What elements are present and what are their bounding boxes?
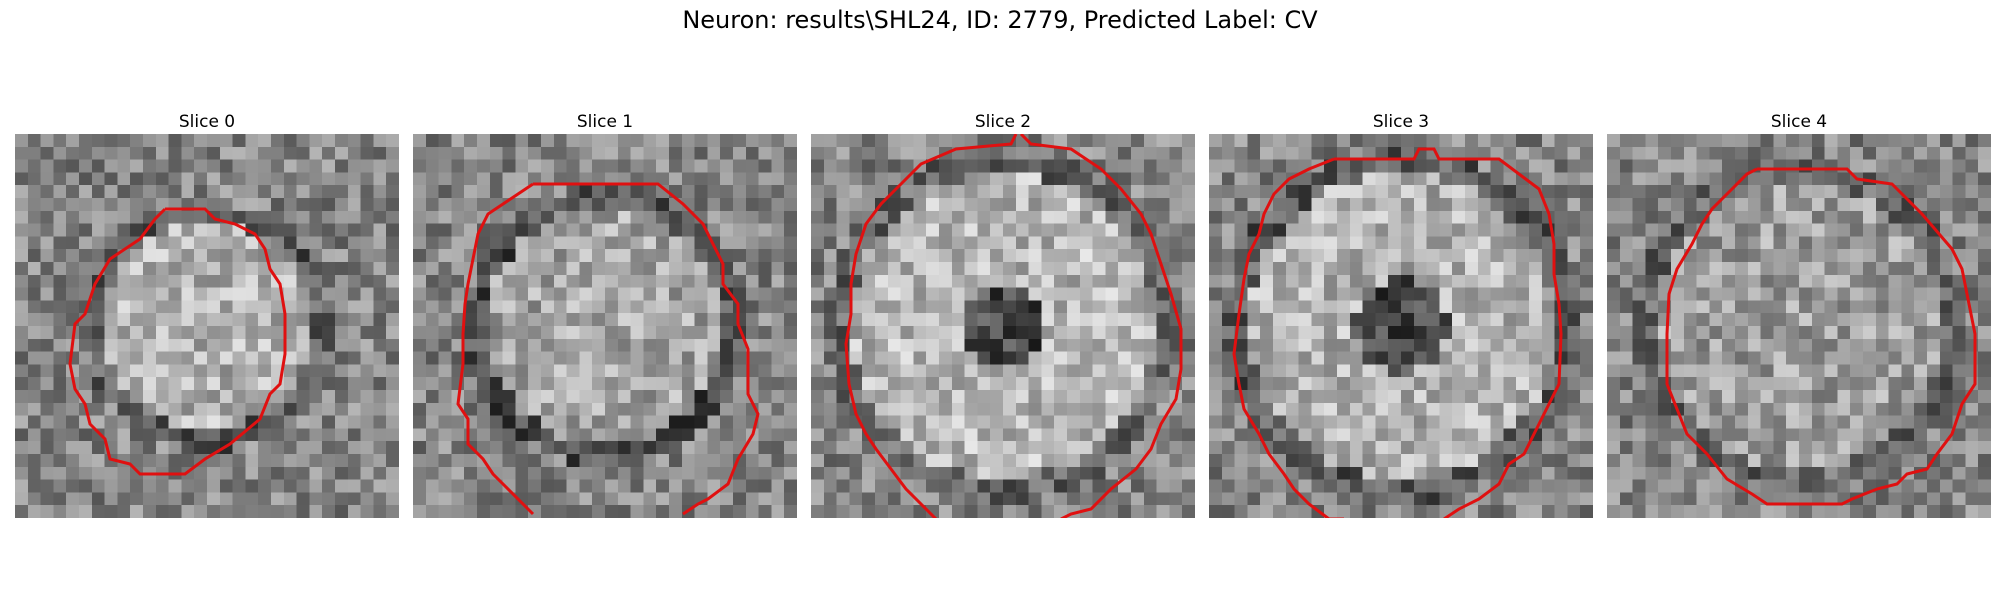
contour-line (1334, 147, 1563, 518)
slice-image (811, 134, 1195, 518)
figure-title: Neuron: results\SHL24, ID: 2779, Predict… (682, 6, 1318, 34)
roi-contour (1232, 147, 1563, 518)
slice-title: Slice 0 (178, 112, 236, 132)
contour-line (1232, 157, 1344, 518)
slice-panel-4: Slice 4 (1607, 110, 1991, 518)
slice-panel-2: Slice 2 (811, 110, 1195, 518)
contour-line (1665, 167, 1977, 506)
slice-title: Slice 4 (1770, 112, 1828, 132)
contour-line (844, 134, 1018, 518)
roi-contour (456, 182, 760, 516)
slice-panel-1: Slice 1 (413, 110, 797, 518)
contour-line (1019, 134, 1183, 518)
slice-image (1607, 134, 1991, 518)
slice-panel-0: Slice 0 (15, 110, 399, 518)
slice-title: Slice 2 (974, 112, 1032, 132)
roi-contour (1665, 167, 1977, 506)
contour-line (68, 207, 287, 476)
roi-contour (68, 207, 287, 476)
roi-contour (844, 134, 1183, 518)
slice-title: Slice 1 (576, 112, 634, 132)
contour-line (456, 182, 535, 516)
slice-image (15, 134, 399, 518)
contour-line (533, 182, 760, 516)
slice-title: Slice 3 (1372, 112, 1430, 132)
slice-panel-3: Slice 3 (1209, 110, 1593, 518)
